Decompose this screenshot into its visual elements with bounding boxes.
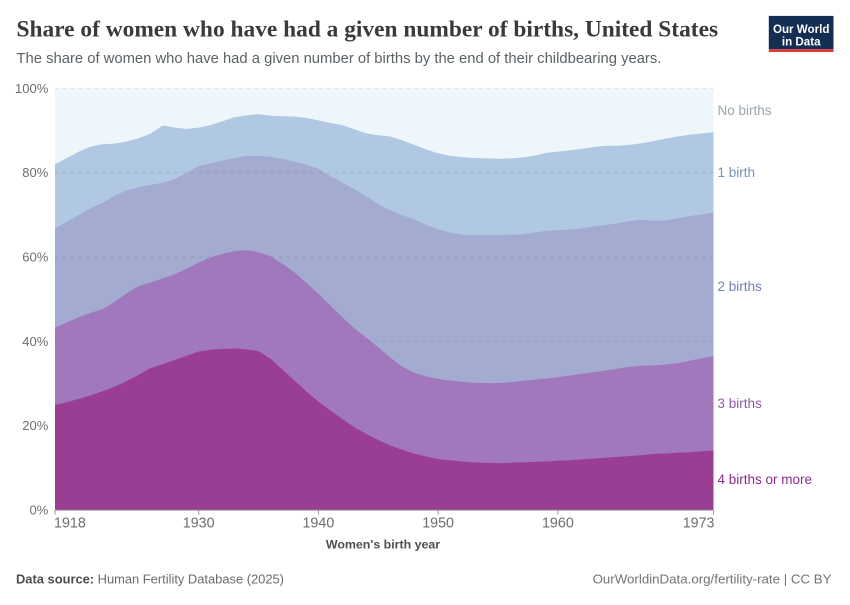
svg-text:The share of women who have ha: The share of women who have had a given … [17, 51, 662, 67]
svg-text:1 birth: 1 birth [718, 165, 756, 180]
svg-text:Women's birth year: Women's birth year [326, 538, 440, 552]
svg-text:1950: 1950 [422, 515, 454, 531]
svg-text:Our World: Our World [773, 23, 829, 36]
svg-text:Share of women who have had a: Share of women who have had a given numb… [17, 17, 719, 43]
svg-text:1960: 1960 [542, 515, 574, 531]
svg-text:1930: 1930 [183, 515, 215, 531]
svg-text:No births: No births [718, 103, 772, 118]
svg-text:2 births: 2 births [718, 279, 763, 294]
svg-text:20%: 20% [22, 418, 48, 433]
svg-text:OurWorldinData.org/fertility-r: OurWorldinData.org/fertility-rate | CC B… [593, 572, 832, 587]
svg-text:0%: 0% [30, 502, 49, 517]
svg-text:4 births or more: 4 births or more [718, 472, 813, 487]
svg-text:in Data: in Data [782, 36, 821, 49]
svg-text:1918: 1918 [54, 515, 86, 531]
svg-text:40%: 40% [22, 334, 48, 349]
svg-text:100%: 100% [15, 81, 49, 96]
svg-text:Data source: Human Fertility D: Data source: Human Fertility Database (2… [16, 572, 284, 587]
svg-text:1973: 1973 [683, 515, 715, 531]
svg-text:3 births: 3 births [718, 396, 763, 411]
svg-text:80%: 80% [22, 165, 48, 180]
svg-text:1940: 1940 [302, 515, 334, 531]
svg-text:60%: 60% [22, 249, 48, 264]
